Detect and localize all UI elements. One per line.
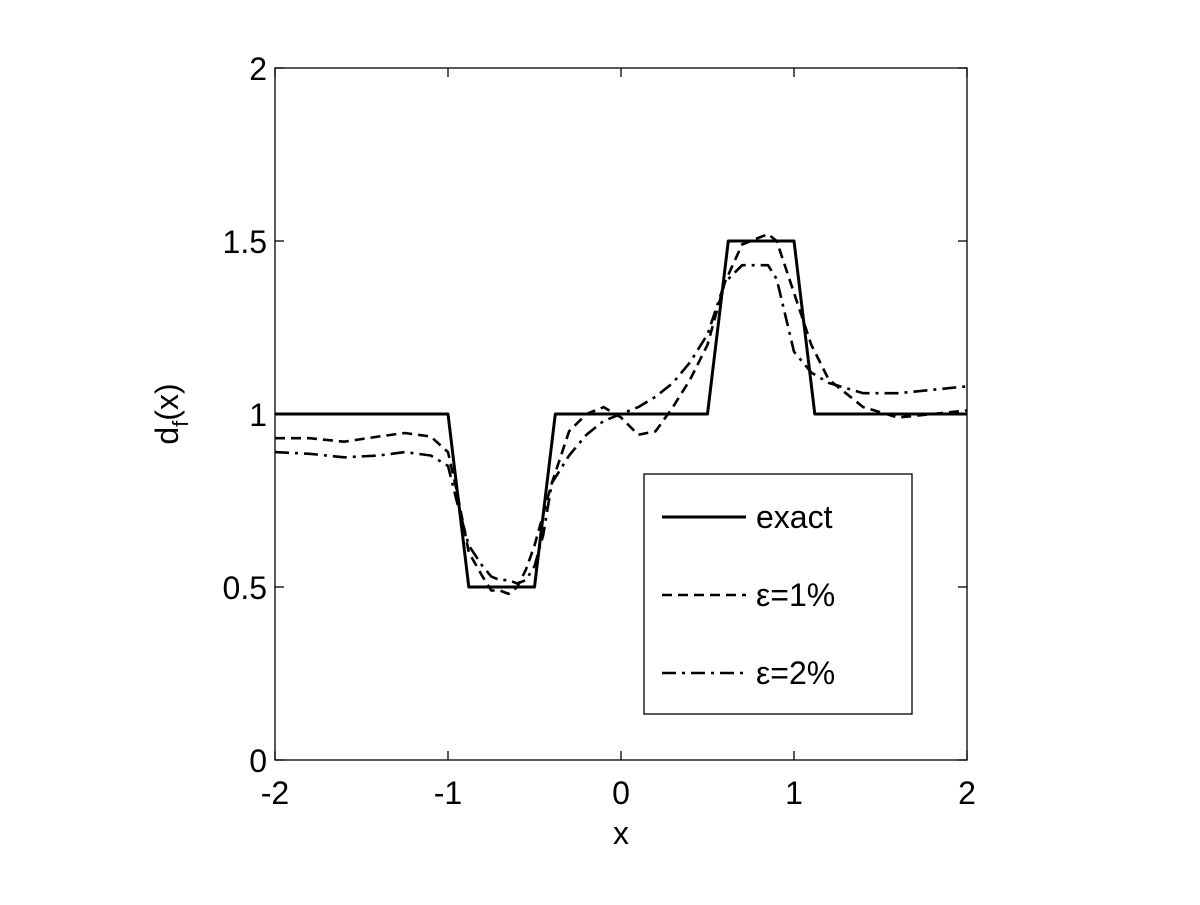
series-layer xyxy=(274,232,968,596)
y-axis-label-subscript: f xyxy=(168,420,193,427)
y-tick-label: 2 xyxy=(249,51,267,87)
x-tick-label: -1 xyxy=(434,775,462,811)
legend: exact ε=1% ε=2% xyxy=(643,473,913,715)
x-tick-label: 2 xyxy=(958,775,976,811)
y-axis-label: df(x) xyxy=(149,383,193,444)
y-tick-label: 1.5 xyxy=(223,224,267,260)
legend-label: exact xyxy=(756,499,833,535)
x-tick-label: -2 xyxy=(261,775,289,811)
y-tick-label: 1 xyxy=(249,397,267,433)
y-axis-label-main: d xyxy=(149,427,185,445)
y-tick-label: 0 xyxy=(249,743,267,779)
y-axis-label-suffix: (x) xyxy=(149,383,185,420)
x-tick-label: 1 xyxy=(785,775,803,811)
legend-box xyxy=(643,473,913,715)
series-line-dashed xyxy=(275,232,968,596)
y-tick-label: 0.5 xyxy=(223,570,267,606)
x-tick-label: 0 xyxy=(612,775,630,811)
labels-layer: x df(x) xyxy=(149,383,629,851)
x-axis-label: x xyxy=(613,815,629,851)
series-line-dashdot xyxy=(274,263,968,585)
legend-label: ε=1% xyxy=(756,577,835,613)
ticks-layer: -2 -1 0 1 2 0 0.5 1 1.5 2 xyxy=(223,51,976,811)
legend-label: ε=2% xyxy=(756,655,835,691)
